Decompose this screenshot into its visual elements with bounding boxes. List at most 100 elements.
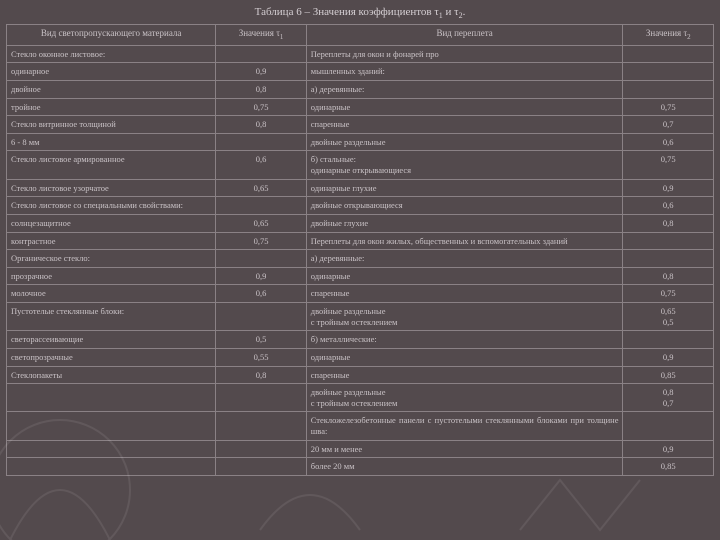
- cell: [216, 440, 306, 458]
- cell: более 20 мм: [306, 458, 623, 476]
- cell: тройное: [7, 98, 216, 116]
- cell: двойные глухие: [306, 214, 623, 232]
- cell: [623, 250, 714, 268]
- cell: 0,8: [623, 267, 714, 285]
- cell: 0,6: [216, 151, 306, 179]
- table-row: одинарное0,9мышленных зданий:: [7, 63, 714, 81]
- cell: 0,75: [623, 285, 714, 303]
- cell: Стекло листовое узорчатое: [7, 179, 216, 197]
- cell: одинарные: [306, 267, 623, 285]
- cell: солнцезащитное: [7, 214, 216, 232]
- header-col3: Вид переплета: [306, 25, 623, 46]
- table-row: Стекложелезобетонные панели с пустотелым…: [7, 412, 714, 440]
- cell: 0,9: [216, 267, 306, 285]
- cell: [216, 45, 306, 63]
- cell: одинарные глухие: [306, 179, 623, 197]
- cell: контрастное: [7, 232, 216, 250]
- table-row: Стекло листовое узорчатое0,65одинарные г…: [7, 179, 714, 197]
- cell: спаренные: [306, 366, 623, 384]
- cell: 0,6: [623, 133, 714, 151]
- cell: двойные открывающиеся: [306, 197, 623, 215]
- cell: [216, 384, 306, 412]
- coefficients-table: Вид светопропускающего материала Значени…: [6, 24, 714, 476]
- cell: [216, 303, 306, 331]
- cell: одинарные: [306, 98, 623, 116]
- table-row: 6 - 8 мм двойные раздельные0,6: [7, 133, 714, 151]
- cell: одинарные: [306, 348, 623, 366]
- table-row: светорассеивающие0,5б) металлические:: [7, 331, 714, 349]
- cell: [623, 63, 714, 81]
- table-row: двойное0,8а) деревянные:: [7, 80, 714, 98]
- cell: 0,65: [216, 214, 306, 232]
- cell: [7, 440, 216, 458]
- table-row: Стеклопакеты0,8спаренные0,85: [7, 366, 714, 384]
- table-row: Стекло листовое со специальными свойства…: [7, 197, 714, 215]
- table-row: более 20 мм0,85: [7, 458, 714, 476]
- cell: Стекло оконное листовое:: [7, 45, 216, 63]
- cell: Органическое стекло:: [7, 250, 216, 268]
- cell: 0,8: [216, 116, 306, 134]
- cell: 6 - 8 мм: [7, 133, 216, 151]
- cell: [216, 458, 306, 476]
- table-row: 20 мм и менее0,9: [7, 440, 714, 458]
- cell: двойные раздельныес тройным остеклением: [306, 303, 623, 331]
- table-row: молочное0,6спаренные0,75: [7, 285, 714, 303]
- cell: светопрозрачные: [7, 348, 216, 366]
- cell: Стекло листовое со специальными свойства…: [7, 197, 216, 215]
- cell: Стекложелезобетонные панели с пустотелым…: [306, 412, 623, 440]
- cell: [216, 250, 306, 268]
- cell: 0,85: [623, 458, 714, 476]
- cell: мышленных зданий:: [306, 63, 623, 81]
- cell: б) металлические:: [306, 331, 623, 349]
- cell: спаренные: [306, 285, 623, 303]
- caption-pre: Таблица 6 – Значения коэффициентов: [255, 6, 435, 18]
- cell: 0,9: [623, 179, 714, 197]
- table-row: Пустотелые стеклянные блоки: двойные разд…: [7, 303, 714, 331]
- cell: светорассеивающие: [7, 331, 216, 349]
- cell: 0,9: [216, 63, 306, 81]
- cell: Стекло витринное толщиной: [7, 116, 216, 134]
- cell: [7, 412, 216, 440]
- table-caption: Таблица 6 – Значения коэффициентов τ1 и …: [0, 0, 720, 24]
- header-col2: Значения τ1: [216, 25, 306, 46]
- cell: 0,8: [623, 214, 714, 232]
- cell: Переплеты для окон жилых, общественных и…: [306, 232, 623, 250]
- caption-mid: и: [443, 6, 454, 18]
- cell: 0,75: [623, 98, 714, 116]
- cell: 0,8: [216, 80, 306, 98]
- cell: 0,6: [216, 285, 306, 303]
- cell: двойные раздельные: [306, 133, 623, 151]
- cell: 0,9: [623, 348, 714, 366]
- table-row: солнцезащитное0,65двойные глухие0,8: [7, 214, 714, 232]
- cell: 0,85: [623, 366, 714, 384]
- cell: 0,8: [216, 366, 306, 384]
- cell: [623, 80, 714, 98]
- cell: прозрачное: [7, 267, 216, 285]
- cell: 0,5: [216, 331, 306, 349]
- table-row: Стекло оконное листовое: Переплеты для ок…: [7, 45, 714, 63]
- cell: молочное: [7, 285, 216, 303]
- cell: Стекло листовое армированное: [7, 151, 216, 179]
- cell: 0,80,7: [623, 384, 714, 412]
- cell: [216, 412, 306, 440]
- cell: Стеклопакеты: [7, 366, 216, 384]
- table-row: тройное0,75одинарные0,75: [7, 98, 714, 116]
- table-row: Стекло витринное толщиной0,8спаренные0,7: [7, 116, 714, 134]
- cell: Пустотелые стеклянные блоки:: [7, 303, 216, 331]
- cell: 0,650,5: [623, 303, 714, 331]
- cell: 0,75: [216, 98, 306, 116]
- cell: [216, 133, 306, 151]
- cell: б) стальные:одинарные открывающиеся: [306, 151, 623, 179]
- header-row: Вид светопропускающего материала Значени…: [7, 25, 714, 46]
- header-col1: Вид светопропускающего материала: [7, 25, 216, 46]
- cell: 0,9: [623, 440, 714, 458]
- cell: Переплеты для окон и фонарей про: [306, 45, 623, 63]
- cell: 20 мм и менее: [306, 440, 623, 458]
- cell: [623, 412, 714, 440]
- cell: 0,65: [216, 179, 306, 197]
- table-row: светопрозрачные0,55одинарные0,9: [7, 348, 714, 366]
- cell: [623, 232, 714, 250]
- table-row: прозрачное0,9одинарные0,8: [7, 267, 714, 285]
- cell: 0,75: [623, 151, 714, 179]
- tau2: τ2: [454, 6, 462, 18]
